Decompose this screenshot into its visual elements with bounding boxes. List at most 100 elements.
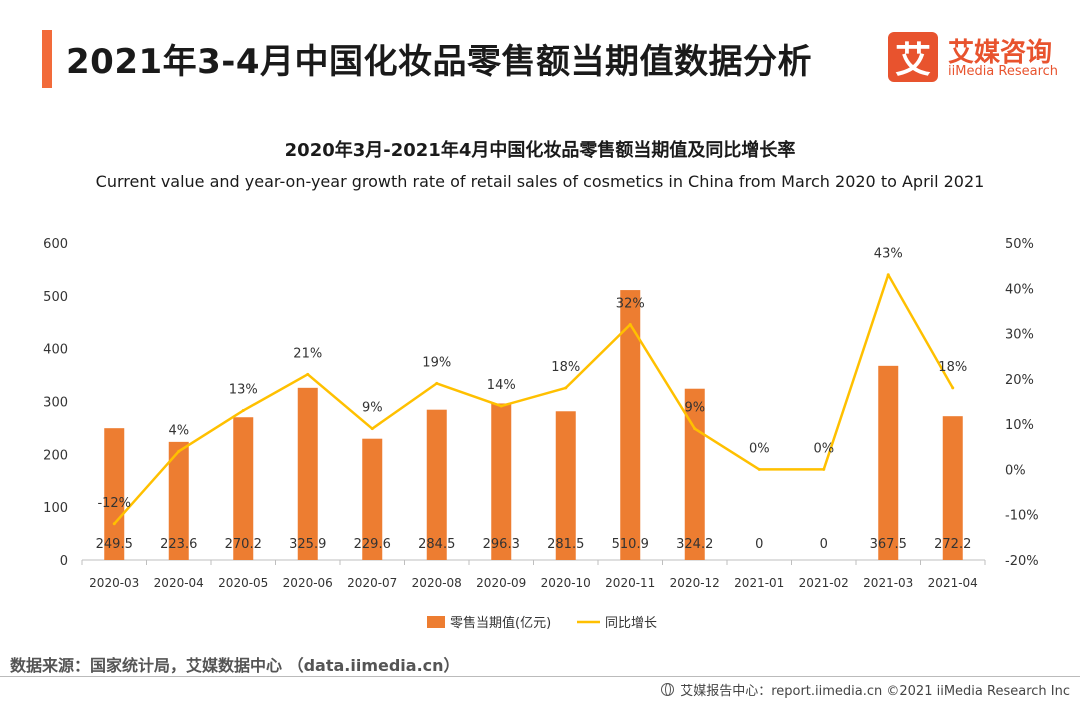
growth-value-label: 9% [362,401,383,416]
y-left-tick-label: 600 [43,237,68,252]
x-tick-label: 2020-08 [412,576,462,590]
growth-point-2020-07 [370,427,374,431]
x-tick-label: 2020-06 [283,576,333,590]
footer-divider [0,676,1080,677]
x-tick-label: 2020-12 [670,576,720,590]
growth-value-label: 32% [616,297,645,312]
growth-point-2020-04 [177,449,181,453]
footer-text: 艾媒报告中心：report.iimedia.cn ©2021 iiMedia R… [680,684,1070,699]
growth-point-2021-02 [822,467,826,471]
bar-2020-07 [362,438,383,560]
bar-value-label: 367.5 [870,537,907,552]
growth-point-2021-03 [886,273,890,277]
bar-value-label: 0 [820,537,828,552]
x-tick-label: 2020-05 [218,576,268,590]
growth-point-2020-12 [693,427,697,431]
bar-value-label: 249.5 [96,537,133,552]
logo-name-en: iiMedia Research [948,64,1059,79]
bar-value-label: 223.6 [160,537,197,552]
logo-name-cn: 艾媒咨询 [948,38,1053,68]
growth-value-label: 0% [813,441,834,456]
bar-2021-04 [942,416,963,560]
bar-value-label: 510.9 [612,537,649,552]
y-left-tick-label: 500 [43,290,68,305]
chart-title: 2020年3月-2021年4月中国化妆品零售额当期值及同比增长率 [284,140,796,161]
y-left-tick-label: 0 [60,554,68,569]
growth-value-label: 18% [551,360,580,375]
bar-value-label: 324.2 [676,537,713,552]
bar-value-label: 296.3 [483,537,520,552]
x-tick-label: 2021-03 [863,576,913,590]
y-left-tick-label: 200 [43,448,68,463]
growth-point-2020-05 [241,409,245,413]
growth-point-2021-04 [951,386,955,390]
growth-value-label: 4% [168,423,189,438]
bar-2020-08 [426,409,447,560]
bar-value-label: 281.5 [547,537,584,552]
bar-2020-05 [233,417,254,560]
y-right-tick-label: 20% [1005,373,1034,388]
x-tick-label: 2021-02 [799,576,849,590]
bar-2020-03 [104,428,125,560]
growth-point-2020-08 [435,381,439,385]
growth-value-label: 9% [684,401,705,416]
growth-point-2020-11 [628,323,632,327]
growth-value-label: 19% [422,355,451,370]
brand-logo: 艾 艾媒咨询 iiMedia Research [888,32,1068,82]
growth-point-2020-09 [499,404,503,408]
y-right-tick-label: -20% [1005,554,1039,569]
footer: 艾媒报告中心：report.iimedia.cn ©2021 iiMedia R… [661,680,1070,699]
legend-line-label: 同比增长 [605,616,657,631]
bar-2021-03 [878,365,899,560]
legend-bar-label: 零售当期值(亿元) [450,615,551,631]
x-tick-label: 2021-04 [928,576,978,590]
y-right-tick-label: 0% [1005,463,1026,478]
growth-point-2020-10 [564,386,568,390]
combo-chart: 0 100 200 300 400 500 600 -20% -10% 0% 10% 20% 30% 40… [43,237,1039,631]
bar-2020-04 [168,441,189,560]
y-left-tick-label: 100 [43,501,68,516]
x-tick-label: 2020-09 [476,576,526,590]
growth-value-label: 21% [293,346,322,361]
growth-value-label: 18% [938,360,967,375]
title-accent-bar [42,30,52,88]
bar-value-label: 270.2 [225,537,262,552]
bar-2020-09 [491,403,512,560]
x-tick-label: 2020-11 [605,576,655,590]
globe-icon [661,683,675,696]
growth-point-2021-01 [757,467,761,471]
growth-line [113,273,954,525]
bar-value-label: 229.6 [354,537,391,552]
x-tick-label: 2020-03 [89,576,139,590]
growth-value-label: 13% [229,383,258,398]
page-title: 2021年3-4月中国化妆品零售额当期值数据分析 [66,42,813,82]
bar-value-label: 325.9 [289,537,326,552]
growth-value-label: 43% [874,247,903,262]
x-tick-label: 2021-01 [734,576,784,590]
y-left-tick-label: 400 [43,343,68,358]
y-right-tick-label: 10% [1005,418,1034,433]
x-tick-label: 2020-07 [347,576,397,590]
growth-point-2020-06 [306,372,310,376]
growth-value-label: 0% [749,441,770,456]
logo-mark-icon: 艾 [888,32,938,82]
growth-value-label: 14% [487,378,516,393]
y-right-tick-label: -10% [1005,509,1039,524]
x-tick-label: 2020-10 [541,576,591,590]
legend-bar-swatch [427,616,445,628]
bar-value-label: 284.5 [418,537,455,552]
y-right-tick-label: 50% [1005,237,1034,252]
y-left-tick-label: 300 [43,396,68,411]
growth-value-label: -12% [97,496,131,511]
x-tick-label: 2020-04 [154,576,204,590]
bar-2020-11 [620,290,641,560]
bar-2020-10 [555,411,576,560]
y-right-tick-label: 30% [1005,328,1034,343]
bar-2020-06 [297,387,318,560]
bar-value-label: 0 [755,537,763,552]
y-right-tick-label: 40% [1005,282,1034,297]
bar-value-label: 272.2 [934,537,971,552]
growth-point-2020-03 [112,522,116,526]
chart-subtitle: Current value and year-on-year growth ra… [95,172,985,191]
data-source: 数据来源：国家统计局，艾媒数据中心 （data.iimedia.cn） [10,656,460,675]
